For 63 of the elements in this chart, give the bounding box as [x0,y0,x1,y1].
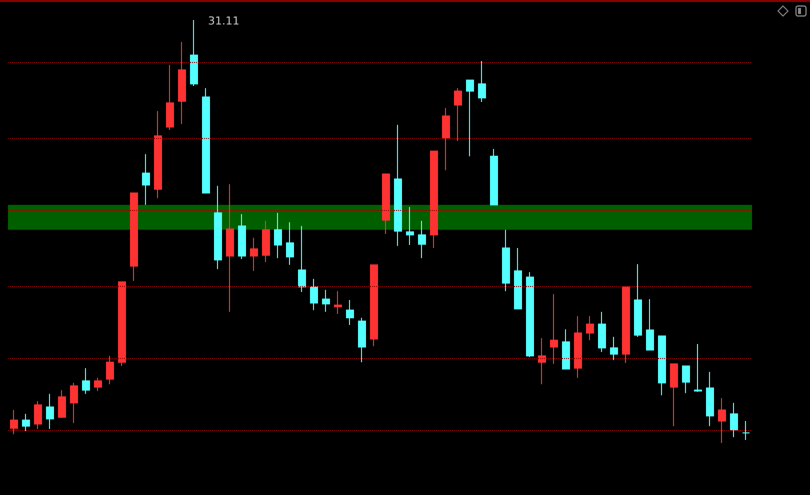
candlestick [694,344,702,392]
candlestick [490,148,498,206]
candlestick [298,226,306,292]
candlestick [562,328,570,370]
candlestick [514,247,522,310]
candlestick [310,278,318,311]
candlestick [730,402,738,438]
candlestick [622,286,630,364]
candlestick [454,88,462,142]
candlestick [82,368,90,394]
candlestick [250,237,258,272]
candlestick [346,300,354,326]
candlestick [334,290,342,314]
candlestick [706,371,714,427]
candlestick [466,80,474,157]
candlestick [22,413,30,432]
candlestick [586,316,594,341]
candlestick [358,317,366,363]
candlestick [598,311,606,353]
candlestick [70,382,78,424]
candlestick [118,281,126,367]
candlestick [202,88,210,194]
candlestick [190,20,198,86]
candlestick [214,185,222,270]
candlestick [478,60,486,103]
annotation: 31.11 [208,14,240,28]
candlestick [10,410,18,435]
candlestick [718,398,726,444]
candlestick [46,393,54,430]
candlestick [130,192,138,282]
candlestick [58,390,66,419]
candlestick [34,400,42,430]
candlestick [442,107,450,171]
candlestick [154,110,162,199]
candlestick [610,336,618,361]
candlestick [178,41,186,125]
candlestick [430,150,438,248]
candlestick [322,289,330,312]
candlestick [166,64,174,130]
candlestick [394,124,402,246]
candlestick [538,338,546,385]
candlestick [682,366,690,394]
candlestick [106,355,114,385]
candlestick [238,214,246,260]
candlestick [94,377,102,392]
candlestick [742,420,750,441]
candlestick [274,212,282,259]
candlestick [286,222,294,266]
candlestick [142,154,150,206]
candlestick [226,184,234,312]
candlestick [262,220,270,262]
candlestick [658,335,666,396]
candlestick [382,173,390,235]
candlestick [634,264,642,338]
candlestick [370,264,378,347]
candlestick [670,363,678,427]
candlestick [574,316,582,378]
candlestick [406,206,414,246]
candlestick [550,294,558,364]
candlestick [418,220,426,259]
candlestick [502,229,510,292]
candlestick [646,298,654,350]
candlestick [526,272,534,358]
